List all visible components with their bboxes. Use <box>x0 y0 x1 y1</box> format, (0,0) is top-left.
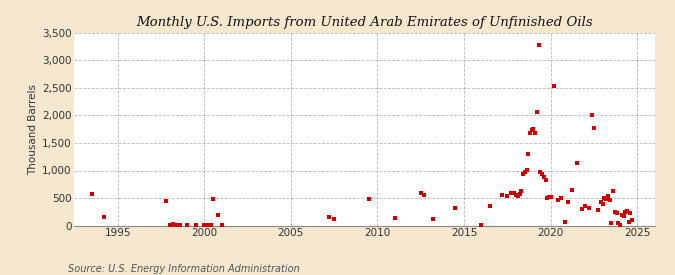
Point <box>618 213 629 218</box>
Point <box>523 152 534 156</box>
Point <box>524 131 535 135</box>
Point <box>389 216 400 221</box>
Point <box>587 113 598 118</box>
Point <box>171 223 182 227</box>
Point <box>415 190 426 195</box>
Point <box>450 206 461 210</box>
Point <box>427 217 438 222</box>
Point <box>580 204 591 208</box>
Point <box>608 189 618 194</box>
Point <box>615 223 626 227</box>
Point <box>583 206 594 210</box>
Point <box>199 223 210 227</box>
Point <box>535 169 546 174</box>
Point <box>625 211 636 215</box>
Point <box>597 201 608 206</box>
Point <box>623 219 634 224</box>
Point <box>485 204 495 208</box>
Point <box>86 191 97 196</box>
Point <box>552 197 563 202</box>
Point <box>543 195 554 200</box>
Point <box>99 215 109 219</box>
Point <box>213 212 223 217</box>
Point <box>613 221 624 225</box>
Point <box>592 208 603 212</box>
Point <box>589 125 599 130</box>
Point <box>182 223 192 227</box>
Point <box>537 172 547 177</box>
Point <box>563 200 574 204</box>
Point <box>545 195 556 199</box>
Point <box>206 223 217 227</box>
Point <box>167 222 178 227</box>
Point <box>202 223 213 227</box>
Title: Monthly U.S. Imports from United Arab Emirates of Unfinished Oils: Monthly U.S. Imports from United Arab Em… <box>136 16 593 29</box>
Point <box>539 175 549 179</box>
Point <box>560 220 570 224</box>
Point <box>502 194 513 199</box>
Y-axis label: Thousand Barrels: Thousand Barrels <box>28 84 38 175</box>
Point <box>571 161 582 166</box>
Point <box>540 178 551 183</box>
Point <box>512 194 523 198</box>
Point <box>204 222 215 227</box>
Point <box>518 172 529 176</box>
Point <box>604 198 615 202</box>
Text: Source: U.S. Energy Information Administration: Source: U.S. Energy Information Administ… <box>68 264 299 274</box>
Point <box>606 221 617 225</box>
Point <box>506 190 516 195</box>
Point <box>620 210 630 214</box>
Point <box>521 168 532 172</box>
Point <box>511 192 522 197</box>
Point <box>531 109 542 114</box>
Point <box>533 43 544 47</box>
Point <box>576 207 587 211</box>
Point <box>549 84 560 88</box>
Point <box>419 192 430 197</box>
Point <box>599 196 610 200</box>
Point <box>542 196 553 200</box>
Point <box>216 223 227 227</box>
Point <box>509 191 520 195</box>
Point <box>616 212 627 217</box>
Point <box>528 126 539 131</box>
Point <box>566 188 577 192</box>
Point <box>497 193 508 197</box>
Point <box>476 223 487 227</box>
Point <box>190 223 201 227</box>
Point <box>627 218 638 222</box>
Point <box>610 210 620 214</box>
Point <box>556 196 566 200</box>
Point <box>161 199 171 204</box>
Point <box>363 197 374 201</box>
Point <box>175 223 186 227</box>
Point <box>329 217 340 221</box>
Point <box>323 215 334 219</box>
Point <box>166 222 177 227</box>
Point <box>601 197 612 201</box>
Point <box>530 131 541 135</box>
Point <box>612 211 622 216</box>
Point <box>200 222 211 227</box>
Point <box>519 170 530 174</box>
Point <box>622 209 632 213</box>
Point <box>514 192 525 196</box>
Point <box>164 223 175 227</box>
Point <box>516 189 526 194</box>
Point <box>603 194 614 198</box>
Point <box>595 200 606 205</box>
Point <box>207 197 218 201</box>
Point <box>526 128 537 133</box>
